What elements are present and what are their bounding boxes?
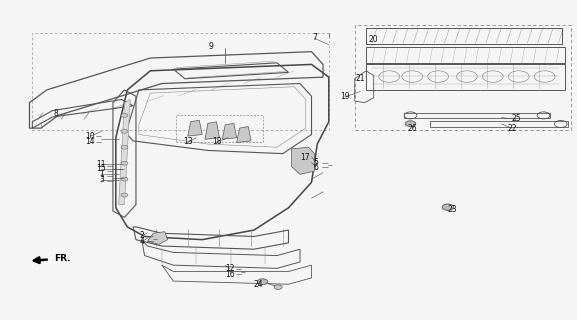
Polygon shape [148, 232, 168, 244]
Bar [32, 33, 329, 130]
Circle shape [121, 161, 128, 165]
Polygon shape [205, 122, 219, 139]
Text: 3: 3 [99, 175, 104, 184]
Text: 16: 16 [225, 269, 235, 279]
Circle shape [121, 177, 128, 181]
Text: 2: 2 [139, 231, 144, 240]
Circle shape [442, 204, 454, 210]
Polygon shape [291, 147, 314, 174]
Text: 9: 9 [208, 42, 213, 52]
Polygon shape [237, 126, 251, 142]
Polygon shape [222, 123, 237, 139]
Text: 10: 10 [85, 132, 95, 140]
Polygon shape [119, 100, 130, 204]
Text: 15: 15 [96, 164, 106, 173]
Circle shape [121, 129, 128, 133]
Bar [176, 116, 263, 142]
Circle shape [121, 114, 128, 117]
Text: 5: 5 [314, 158, 319, 167]
Text: 18: 18 [212, 137, 222, 146]
Bar [366, 28, 562, 44]
Circle shape [406, 121, 415, 126]
Text: 24: 24 [254, 280, 263, 289]
Text: 26: 26 [407, 124, 417, 133]
Text: 23: 23 [448, 205, 458, 214]
Circle shape [257, 279, 268, 284]
Circle shape [121, 145, 128, 149]
Bar [366, 47, 565, 64]
Circle shape [121, 193, 128, 197]
Circle shape [274, 285, 282, 289]
Text: 21: 21 [355, 74, 365, 83]
Text: FR.: FR. [54, 254, 70, 263]
Text: 4: 4 [139, 237, 144, 246]
Text: 13: 13 [183, 137, 193, 146]
Bar [355, 25, 571, 130]
Text: 20: 20 [369, 35, 379, 44]
Polygon shape [188, 120, 202, 136]
Text: 1: 1 [99, 170, 104, 179]
Text: 22: 22 [507, 124, 516, 132]
Text: 17: 17 [300, 153, 309, 162]
Text: 14: 14 [85, 137, 95, 146]
Text: 6: 6 [314, 163, 319, 172]
Bar [429, 122, 568, 126]
Text: 11: 11 [97, 160, 106, 169]
Text: 19: 19 [340, 92, 350, 101]
Text: 7: 7 [312, 33, 317, 42]
Text: 8: 8 [53, 109, 58, 118]
Text: 25: 25 [511, 114, 520, 123]
Text: 12: 12 [225, 264, 234, 274]
Bar [366, 63, 565, 90]
Bar [404, 113, 550, 118]
